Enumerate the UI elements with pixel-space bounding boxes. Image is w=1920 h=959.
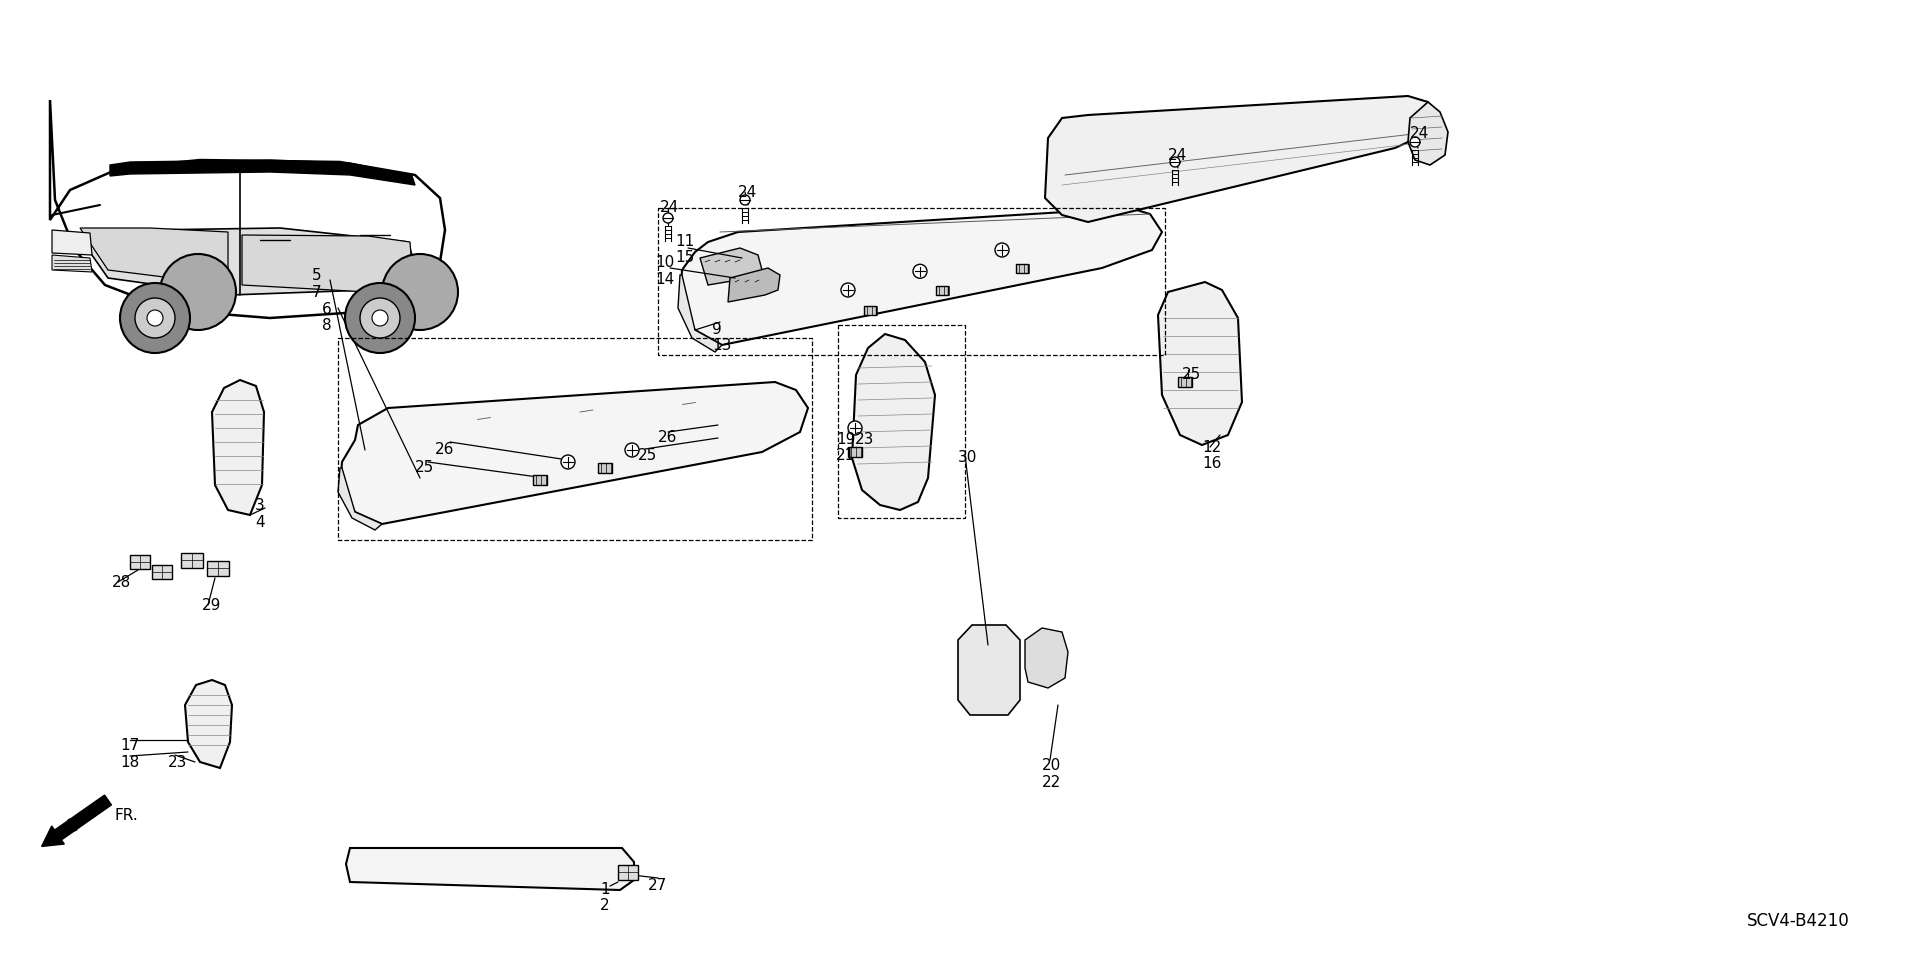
- Text: 28: 28: [111, 575, 131, 590]
- Circle shape: [739, 195, 751, 205]
- Circle shape: [361, 298, 399, 338]
- Polygon shape: [338, 468, 382, 530]
- Text: 25: 25: [415, 460, 434, 475]
- Text: 24: 24: [1167, 148, 1187, 163]
- Text: 11: 11: [676, 234, 695, 249]
- Circle shape: [1409, 137, 1421, 147]
- Circle shape: [159, 254, 236, 330]
- Polygon shape: [211, 380, 265, 515]
- Text: 15: 15: [676, 250, 695, 265]
- Text: 3: 3: [255, 498, 265, 513]
- Text: 25: 25: [1183, 367, 1202, 382]
- Circle shape: [626, 443, 639, 457]
- Bar: [207, 560, 228, 575]
- Text: 23: 23: [854, 432, 874, 447]
- Text: 1: 1: [599, 882, 611, 897]
- Polygon shape: [81, 228, 228, 285]
- Polygon shape: [79, 228, 415, 295]
- Circle shape: [148, 310, 163, 326]
- Bar: [849, 447, 862, 457]
- Bar: [152, 565, 173, 579]
- Circle shape: [1169, 157, 1181, 167]
- Polygon shape: [728, 268, 780, 302]
- Polygon shape: [680, 208, 1162, 345]
- Text: 7: 7: [311, 285, 323, 300]
- Polygon shape: [1407, 102, 1448, 165]
- Polygon shape: [1044, 96, 1438, 222]
- Polygon shape: [52, 230, 92, 255]
- Text: 10: 10: [655, 255, 674, 270]
- Polygon shape: [52, 255, 92, 272]
- Text: 24: 24: [737, 185, 756, 200]
- Polygon shape: [109, 160, 415, 185]
- Text: 27: 27: [649, 878, 668, 893]
- Circle shape: [995, 243, 1010, 257]
- Text: 24: 24: [660, 200, 680, 215]
- Circle shape: [346, 283, 415, 353]
- Text: 22: 22: [1043, 775, 1062, 790]
- Polygon shape: [678, 275, 722, 352]
- Bar: [131, 555, 150, 569]
- Bar: [937, 286, 948, 294]
- Circle shape: [134, 298, 175, 338]
- Polygon shape: [242, 235, 413, 292]
- Text: 24: 24: [1409, 126, 1428, 141]
- Polygon shape: [346, 848, 634, 890]
- Text: 21: 21: [835, 448, 854, 463]
- Bar: [1016, 264, 1027, 272]
- Text: 30: 30: [958, 450, 977, 465]
- Polygon shape: [958, 625, 1020, 715]
- Circle shape: [119, 283, 190, 353]
- Polygon shape: [1025, 628, 1068, 688]
- Text: FR.: FR.: [115, 808, 138, 823]
- Bar: [618, 864, 637, 879]
- Bar: [534, 475, 547, 485]
- Circle shape: [841, 283, 854, 297]
- Circle shape: [372, 310, 388, 326]
- Circle shape: [849, 421, 862, 435]
- Polygon shape: [701, 248, 762, 285]
- Text: 18: 18: [119, 755, 140, 770]
- Text: 6: 6: [323, 302, 332, 317]
- Text: 19: 19: [835, 432, 856, 447]
- Text: SCV4-B4210: SCV4-B4210: [1747, 912, 1851, 930]
- Bar: [1179, 377, 1192, 387]
- Text: 17: 17: [119, 738, 140, 753]
- Bar: [597, 463, 612, 473]
- Circle shape: [561, 455, 574, 469]
- Text: 2: 2: [599, 898, 611, 913]
- Text: 26: 26: [436, 442, 455, 457]
- Circle shape: [382, 254, 459, 330]
- Text: 16: 16: [1202, 456, 1221, 471]
- Polygon shape: [340, 382, 808, 524]
- Text: 5: 5: [311, 268, 323, 283]
- Text: 12: 12: [1202, 440, 1221, 455]
- Polygon shape: [852, 334, 935, 510]
- Text: 20: 20: [1043, 758, 1062, 773]
- Bar: [864, 306, 876, 315]
- Text: 13: 13: [712, 338, 732, 353]
- Text: 25: 25: [637, 448, 657, 463]
- Polygon shape: [1158, 282, 1242, 445]
- Polygon shape: [50, 100, 445, 318]
- Bar: [180, 552, 204, 568]
- Text: 26: 26: [659, 430, 678, 445]
- Text: 14: 14: [655, 272, 674, 287]
- Text: 23: 23: [169, 755, 188, 770]
- Circle shape: [914, 265, 927, 278]
- Polygon shape: [184, 680, 232, 768]
- FancyArrow shape: [42, 795, 111, 847]
- Circle shape: [662, 213, 674, 223]
- Text: 29: 29: [202, 598, 221, 613]
- Text: 4: 4: [255, 515, 265, 530]
- Text: 8: 8: [323, 318, 332, 333]
- Text: 9: 9: [712, 322, 722, 337]
